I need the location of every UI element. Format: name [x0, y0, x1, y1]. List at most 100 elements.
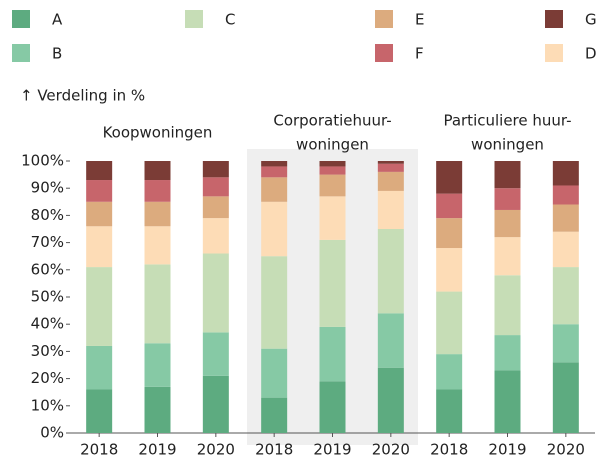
legend-label: A — [52, 11, 63, 29]
y-tick-label: 30% — [31, 342, 64, 360]
x-tick-label: 2019 — [313, 441, 351, 457]
legend-label: C — [225, 11, 235, 29]
y-tick-label: 0% — [40, 424, 64, 442]
bar-segment — [494, 335, 521, 371]
legend-swatch — [545, 10, 563, 28]
bar-segment — [144, 201, 171, 227]
y-tick-label: 60% — [31, 260, 64, 278]
bar-segment — [86, 201, 113, 227]
group-label: Particuliere huur- — [443, 112, 571, 130]
bar-segment — [319, 196, 346, 240]
bar-segment — [202, 253, 229, 333]
bar-segment — [494, 237, 521, 276]
bar-segment — [261, 348, 288, 398]
x-tick-label: 2018 — [430, 441, 468, 457]
bar-segment — [86, 267, 113, 346]
bar-segment — [319, 381, 346, 433]
legend-label: G — [585, 11, 597, 29]
bar-segment — [436, 354, 463, 390]
x-tick-label: 2019 — [488, 441, 526, 457]
bar-segment — [377, 190, 404, 229]
bar-segment — [261, 256, 288, 349]
legend-swatch — [375, 44, 393, 62]
group-label: woningen — [296, 136, 369, 154]
y-tick-label: 90% — [31, 179, 64, 197]
bar-segment — [377, 313, 404, 368]
bar-segment — [494, 370, 521, 433]
group-label: Koopwoningen — [103, 124, 213, 142]
bar-segment — [86, 226, 113, 268]
bar-segment — [319, 326, 346, 382]
bar-segment — [494, 275, 521, 336]
bar-segment — [261, 201, 288, 257]
bar-segment — [144, 264, 171, 344]
bar-segment — [261, 161, 288, 167]
bar-segment — [377, 163, 404, 172]
bar-segment — [319, 174, 346, 197]
y-tick-label: 40% — [31, 315, 64, 333]
x-tick-label: 2019 — [138, 441, 176, 457]
bar-segment — [202, 161, 229, 178]
bar-segment — [319, 239, 346, 327]
legend-swatch — [545, 44, 563, 62]
bar-segment — [552, 161, 579, 186]
bar-segment — [436, 248, 463, 292]
legend-swatch — [12, 44, 30, 62]
bar-segment — [552, 362, 579, 433]
bar-segment — [261, 397, 288, 433]
bar-segment — [377, 171, 404, 191]
bar-segment — [436, 193, 463, 219]
x-tick-label: 2020 — [197, 441, 235, 457]
legend-swatch — [12, 10, 30, 28]
bar-segment — [86, 345, 113, 390]
y-tick-label: 20% — [31, 369, 64, 387]
bar-segment — [436, 389, 463, 433]
y-tick-label: 80% — [31, 206, 64, 224]
bar-segment — [552, 267, 579, 325]
bar-segment — [144, 343, 171, 387]
bar-segment — [436, 291, 463, 355]
y-tick-label: 100% — [21, 152, 64, 170]
x-tick-label: 2018 — [255, 441, 293, 457]
legend-swatch — [185, 10, 203, 28]
group-label: woningen — [471, 136, 544, 154]
bar-segment — [494, 188, 521, 210]
legend-label: D — [585, 45, 597, 63]
bar-segment — [552, 204, 579, 232]
bar-segment — [377, 229, 404, 314]
bar-segment — [202, 332, 229, 376]
bar-segment — [144, 226, 171, 265]
bar-segment — [319, 161, 346, 167]
legend-label: F — [415, 45, 424, 63]
bar-segment — [552, 231, 579, 268]
bar-segment — [144, 180, 171, 202]
x-tick-label: 2020 — [372, 441, 410, 457]
bar-segment — [552, 324, 579, 363]
legend-swatch — [375, 10, 393, 28]
y-axis-label: ↑ Verdeling in % — [20, 87, 145, 105]
bar-segment — [261, 166, 288, 178]
bar-segment — [377, 367, 404, 433]
bar-segment — [202, 218, 229, 254]
bar-segment — [144, 161, 171, 181]
bar-segment — [377, 161, 404, 164]
y-tick-label: 70% — [31, 233, 64, 251]
bar-segment — [202, 196, 229, 219]
bar-segment — [319, 166, 346, 175]
bar-segment — [86, 389, 113, 433]
legend-label: B — [52, 45, 62, 63]
bar-segment — [202, 177, 229, 197]
y-tick-label: 10% — [31, 396, 64, 414]
y-tick-label: 50% — [31, 288, 64, 306]
bar-segment — [552, 185, 579, 205]
bar-segment — [202, 375, 229, 433]
bar-segment — [86, 180, 113, 202]
legend-label: E — [415, 11, 424, 29]
bar-segment — [261, 177, 288, 202]
bar-segment — [144, 386, 171, 433]
bar-segment — [494, 209, 521, 238]
x-tick-label: 2020 — [547, 441, 585, 457]
bar-segment — [436, 218, 463, 249]
bar-segment — [494, 161, 521, 189]
